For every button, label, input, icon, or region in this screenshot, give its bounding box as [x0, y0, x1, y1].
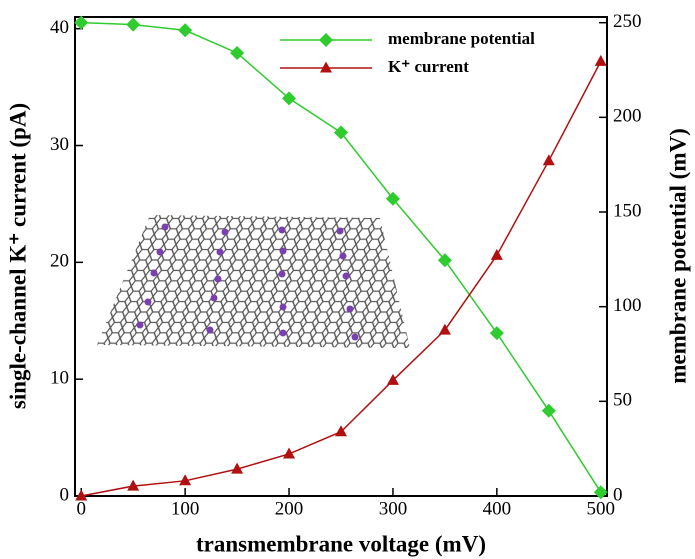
x-tick-label: 500: [587, 498, 616, 519]
graphene-inset: [97, 215, 410, 348]
legend-marker: [320, 61, 332, 73]
data-point: [541, 403, 556, 418]
y2-axis-label: membrane potential (mV): [665, 128, 690, 384]
y2-tick-label: 100: [613, 295, 642, 316]
y-tick-label: 30: [50, 134, 69, 155]
data-point: [489, 326, 504, 341]
y-tick-label: 20: [50, 251, 69, 272]
x-tick-label: 400: [483, 498, 512, 519]
data-point: [437, 253, 452, 268]
data-point: [127, 479, 140, 491]
data-point: [490, 248, 503, 260]
legend-label: membrane potential: [388, 29, 535, 48]
x-tick-label: 300: [379, 498, 408, 519]
y-tick-label: 0: [60, 484, 70, 505]
y-tick-label: 10: [50, 368, 69, 389]
y2-tick-label: 200: [613, 106, 642, 127]
data-point: [74, 15, 89, 30]
data-point: [385, 191, 400, 206]
x-tick-label: 100: [171, 498, 200, 519]
legend-marker: [319, 33, 333, 47]
x-tick-label: 200: [275, 498, 304, 519]
data-point: [75, 489, 88, 501]
x-tick-label: 0: [76, 498, 86, 519]
data-point: [282, 91, 297, 106]
y2-tick-label: 250: [613, 11, 642, 32]
data-point: [283, 447, 296, 459]
data-point: [178, 23, 193, 38]
data-point: [594, 54, 607, 66]
plot-frame: [74, 16, 608, 497]
x-axis-label: transmembrane voltage (mV): [196, 531, 486, 556]
y2-tick-label: 0: [613, 484, 623, 505]
y2-tick-label: 150: [613, 200, 642, 221]
data-point: [231, 462, 244, 474]
data-point: [438, 323, 451, 335]
data-point: [126, 17, 141, 32]
data-point: [334, 125, 348, 140]
legend-label: K⁺ current: [388, 57, 469, 76]
data-point: [335, 425, 347, 437]
y-tick-label: 40: [50, 17, 69, 38]
data-point: [230, 45, 245, 60]
data-point: [179, 474, 192, 486]
data-point: [542, 154, 555, 166]
data-point: [593, 485, 608, 500]
y2-tick-label: 50: [613, 390, 632, 411]
y-axis-label: single-channel K⁺ current (pA): [5, 103, 30, 409]
data-point: [386, 373, 399, 385]
